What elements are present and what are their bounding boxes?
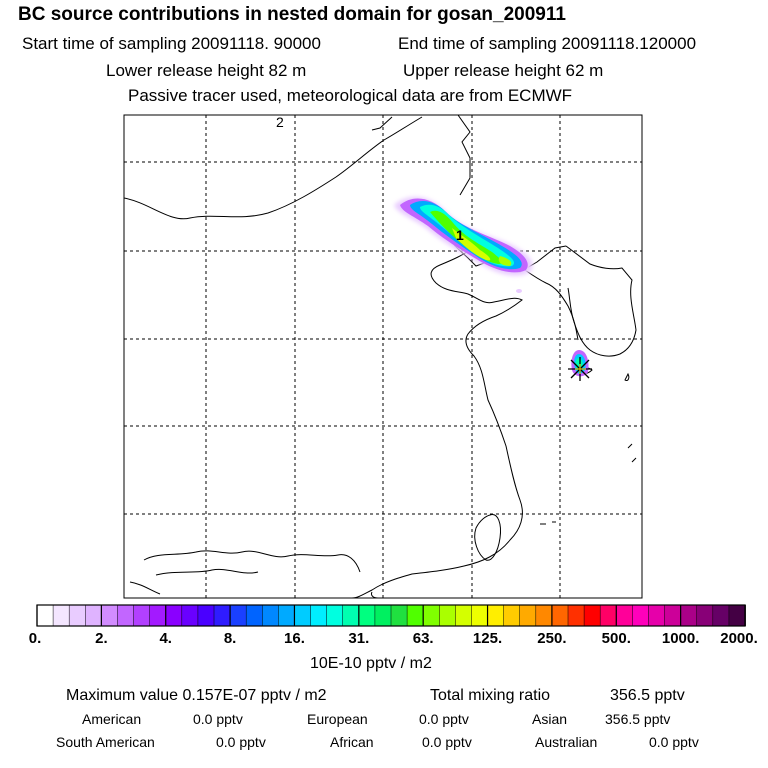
colorbar-tick-label: 2. (95, 630, 108, 647)
colorbar-cell (149, 604, 167, 627)
colorbar-cell (310, 604, 328, 627)
colorbar-cell (664, 604, 682, 627)
colorbar-cell (439, 604, 457, 627)
colorbar-cell (262, 604, 280, 627)
region-name-american: American (82, 711, 142, 727)
colorbar-cell (165, 604, 183, 627)
colorbar-cell (471, 604, 489, 627)
colorbar-cell (696, 604, 714, 627)
colorbar-tick-label: 4. (159, 630, 172, 647)
colorbar-cell (567, 604, 585, 627)
receptor-marker-highlight (575, 364, 586, 374)
lower-height-label: Lower release height 82 m (106, 61, 307, 80)
region-value-american: 0.0 pptv (193, 711, 243, 727)
colorbar-cell (68, 604, 87, 627)
region-value-australian: 0.0 pptv (649, 734, 699, 750)
colorbar-cell (181, 604, 199, 627)
colorbar-frame (36, 604, 746, 627)
colorbar-cell (648, 604, 666, 627)
total-mixing-label: Total mixing ratio (430, 687, 551, 704)
map-label-2: 2 (276, 114, 284, 130)
country-borders (129, 550, 361, 595)
colorbar-cell (680, 604, 698, 627)
colorbar-units: 10E-10 pptv / m2 (310, 655, 432, 672)
region-name-australian: Australian (535, 734, 598, 750)
region-name-asian: Asian (532, 711, 568, 727)
start-time-label: Start time of sampling 20091118. 90000 (22, 34, 321, 53)
colorbar-tick-label: 31. (348, 630, 370, 647)
colorbar-cell (52, 604, 71, 627)
colorbar-tick-label: 0. (28, 630, 42, 647)
colorbar-cell (326, 604, 344, 627)
colorbar-tick-label: 63. (412, 630, 434, 647)
colorbar-tick-label: 8. (223, 630, 237, 647)
colorbar-cell (278, 604, 296, 627)
region-value-african: 0.0 pptv (422, 734, 472, 750)
region-value-asian: 356.5 pptv (605, 711, 671, 727)
colorbar-cell (358, 604, 376, 627)
region-value-south-american: 0.0 pptv (216, 734, 266, 750)
colorbar-cell (712, 604, 730, 627)
colorbar-cell (487, 604, 505, 627)
colorbar-tick-label: 125. (472, 630, 503, 647)
colorbar-cell (616, 604, 634, 627)
colorbar-cell (245, 604, 264, 627)
colorbar-cell (406, 604, 425, 627)
colorbar-cell (101, 604, 119, 627)
colorbar-cell (599, 604, 618, 627)
region-name-south-american: South American (56, 734, 155, 750)
concentration-plume (394, 197, 589, 377)
note-label: Passive tracer used, meteorological data… (128, 86, 573, 105)
colorbar-cell (197, 604, 215, 627)
end-time-label: End time of sampling 20091118.120000 (398, 34, 697, 53)
colorbar-cell (583, 604, 602, 627)
colorbar-tick-label: 500. (601, 630, 631, 647)
colorbar-cell (551, 604, 569, 627)
colorbar-cell (422, 604, 441, 627)
colorbar-cell (390, 604, 408, 627)
chart-title: BC source contributions in nested domain… (18, 4, 566, 25)
colorbar-cell (294, 604, 312, 627)
colorbar-cell (632, 604, 650, 627)
region-name-african: African (330, 734, 374, 750)
region-name-european: European (307, 711, 368, 727)
colorbar-cell (229, 604, 248, 627)
colorbar-cell (133, 604, 151, 627)
map-grid (124, 115, 642, 598)
upper-height-label: Upper release height 62 m (403, 61, 604, 80)
colorbar-cell (455, 604, 473, 627)
colorbar-tick-label: 16. (284, 630, 305, 647)
total-mixing-value: 356.5 pptv (610, 687, 685, 704)
colorbar-cell (36, 604, 54, 627)
colorbar-tick-label: 250. (537, 630, 567, 647)
colorbar-cells (36, 604, 746, 627)
map-label-1: 1 (456, 227, 464, 243)
colorbar-cell (117, 604, 135, 627)
colorbar-cell (535, 604, 553, 627)
colorbar-tick-label: 1000. (661, 630, 700, 647)
map-frame (123, 114, 643, 599)
colorbar-cell (213, 604, 231, 627)
max-value-label: Maximum value 0.157E-07 pptv / m2 (66, 687, 327, 704)
colorbar-cell (503, 604, 521, 627)
colorbar-tick-label: 2000. (720, 630, 758, 647)
region-value-european: 0.0 pptv (419, 711, 469, 727)
colorbar-cell (342, 604, 360, 627)
colorbar-cell (374, 604, 392, 627)
colorbar-cell (85, 604, 103, 627)
colorbar-cell (728, 604, 746, 627)
colorbar-cell (519, 604, 537, 627)
